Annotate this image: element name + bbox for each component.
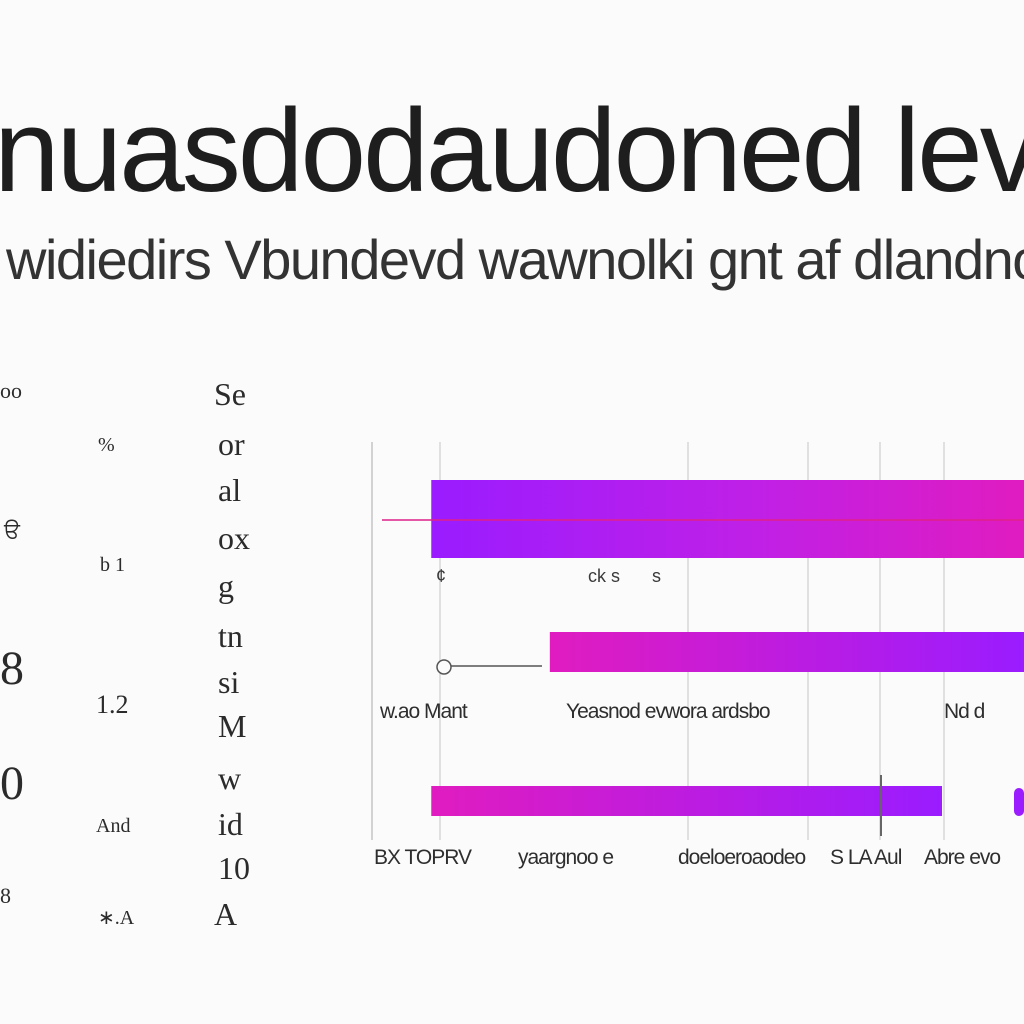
category-label-1: w.ao Mant (379, 700, 468, 723)
row-label-b-1: % (98, 434, 115, 456)
row-label-b-3: 1.2 (96, 690, 129, 719)
category-label-3: Nd d (944, 700, 985, 723)
x-tick-label-2: yaargnoo e (518, 846, 613, 869)
chart-labels: ¢ ck s s w.ao Mant Yeasnod evwora ardsbo Nd d… (374, 566, 1001, 869)
row-label-b-2: b 1 (100, 554, 125, 576)
row-label-c-4: ox (218, 520, 250, 556)
row-label-c-8: M (218, 708, 247, 744)
row-label-c-7: si (218, 664, 240, 700)
x-tick-label-5: Abre evo (924, 846, 1000, 869)
chart-subtitle: widiedirs Vbundevd wawnolki gnt af dland… (6, 228, 1024, 291)
chart-title: nuasdodaudoned levr (0, 85, 1024, 217)
x-tick-label-4: S LA Aul (830, 846, 902, 869)
bar-3 (431, 786, 942, 816)
row-label-a-4: 0 (0, 757, 24, 810)
row-label-c-2: or (218, 426, 245, 462)
x-tick-label-3: doeloeroaodeo (678, 846, 805, 869)
row-label-c-5: g (218, 568, 234, 604)
row-label-c-3: al (218, 472, 242, 508)
x-tick-label-1: BX TOPRV (374, 846, 472, 869)
row-label-c-10: id (218, 806, 243, 842)
row-label-c-9: w (218, 760, 242, 796)
connector-dot (436, 659, 452, 675)
row-annotation-1: ¢ (436, 566, 446, 586)
row-label-a-3: 8 (0, 642, 24, 695)
row-annotation-3: s (652, 566, 661, 586)
row-label-c-1: Se (214, 376, 246, 412)
row-label-a-5: 8 (0, 883, 11, 908)
category-label-2: Yeasnod evwora ardsbo (566, 700, 770, 723)
row-label-c-6: tn (218, 618, 243, 654)
bar-3-stub (1014, 788, 1024, 816)
row-label-b-5: ∗.A (98, 907, 135, 929)
row-label-a-1: oo (0, 378, 22, 403)
row-annotation-2: ck s (588, 566, 620, 586)
bars (382, 480, 1024, 836)
row-label-c-11: 10 (218, 850, 250, 886)
row-label-b-4: And (96, 815, 131, 837)
bar-1 (431, 480, 1024, 558)
row-label-c-12: A (214, 896, 238, 932)
bar-2 (549, 632, 1024, 672)
row-label-a-2: ੳ (4, 518, 20, 543)
